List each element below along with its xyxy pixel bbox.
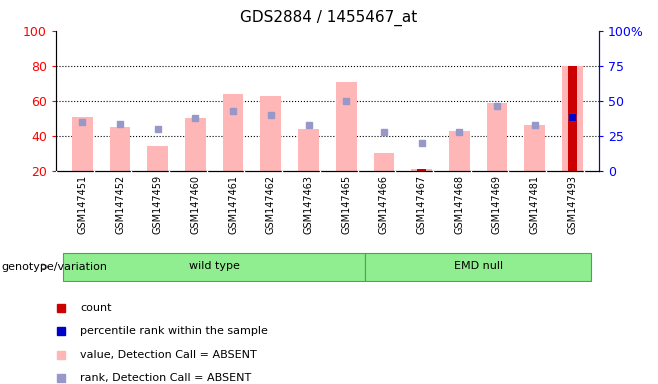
Text: percentile rank within the sample: percentile rank within the sample — [80, 326, 268, 336]
Text: GSM147465: GSM147465 — [342, 175, 351, 234]
Bar — [298, 129, 319, 171]
Text: GSM147459: GSM147459 — [153, 175, 163, 234]
Text: GSM147466: GSM147466 — [379, 175, 389, 234]
Bar — [449, 131, 470, 171]
Bar — [411, 169, 432, 171]
Text: GSM147463: GSM147463 — [303, 175, 313, 234]
Text: GSM147461: GSM147461 — [228, 175, 238, 234]
Text: count: count — [80, 303, 112, 313]
Text: GSM147493: GSM147493 — [567, 175, 577, 234]
Bar — [336, 81, 357, 171]
Text: genotype/variation: genotype/variation — [1, 262, 107, 272]
Text: EMD null: EMD null — [453, 261, 503, 271]
Text: GSM147451: GSM147451 — [78, 175, 88, 234]
Bar — [261, 96, 281, 171]
Text: GSM147462: GSM147462 — [266, 175, 276, 234]
Bar — [223, 94, 243, 171]
Text: GDS2884 / 1455467_at: GDS2884 / 1455467_at — [240, 10, 418, 26]
Bar — [147, 146, 168, 171]
Text: GSM147469: GSM147469 — [492, 175, 502, 234]
Bar — [374, 153, 394, 171]
Bar — [72, 117, 93, 171]
Bar — [568, 66, 577, 171]
Bar — [110, 127, 130, 171]
Text: rank, Detection Call = ABSENT: rank, Detection Call = ABSENT — [80, 372, 251, 382]
Text: value, Detection Call = ABSENT: value, Detection Call = ABSENT — [80, 349, 257, 359]
Bar — [487, 103, 507, 171]
Text: GSM147468: GSM147468 — [454, 175, 465, 234]
Text: GSM147481: GSM147481 — [530, 175, 540, 234]
Text: GSM147452: GSM147452 — [115, 175, 125, 234]
Bar — [524, 125, 545, 171]
Bar — [63, 253, 365, 281]
Text: GSM147460: GSM147460 — [190, 175, 201, 234]
Text: GSM147467: GSM147467 — [417, 175, 426, 234]
Bar — [185, 118, 206, 171]
Bar — [365, 253, 592, 281]
Bar — [562, 66, 583, 171]
Text: wild type: wild type — [189, 261, 240, 271]
Bar — [417, 169, 426, 171]
